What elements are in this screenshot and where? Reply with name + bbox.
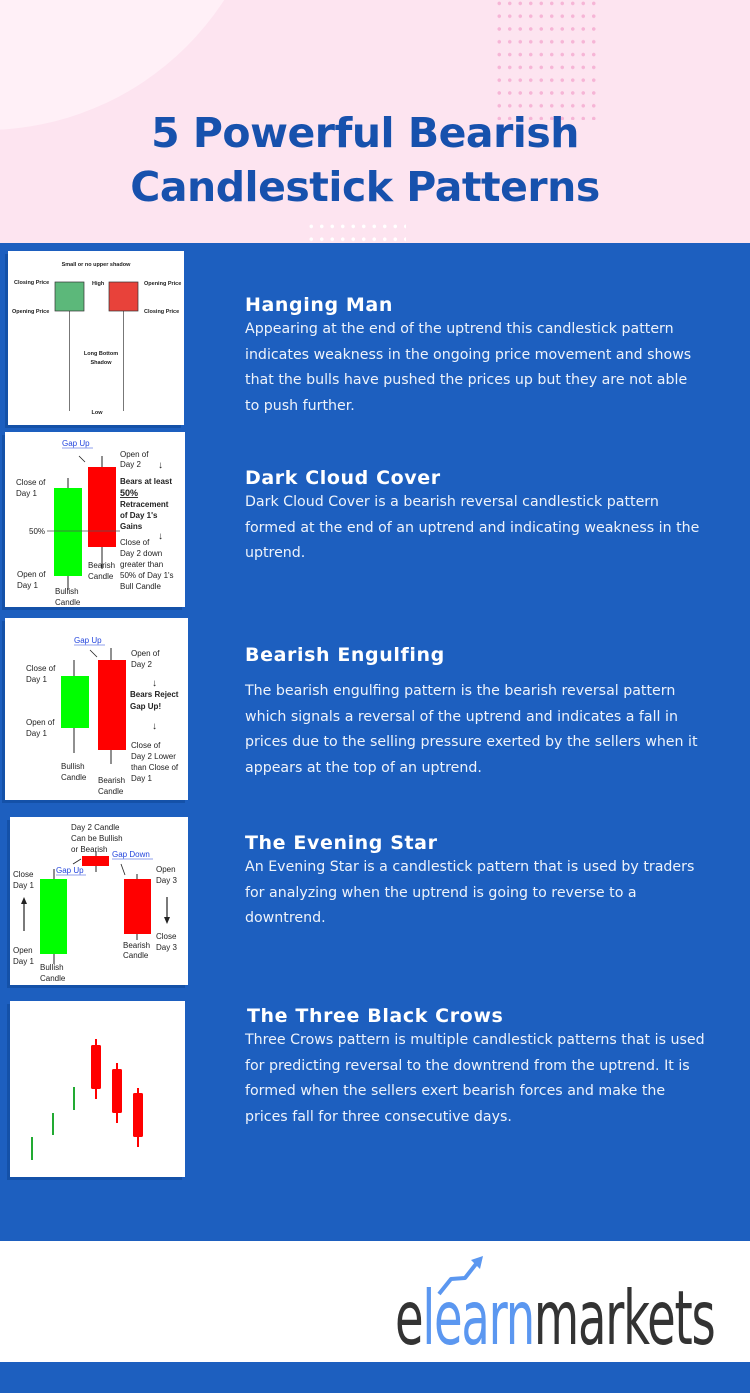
svg-text:↓: ↓ <box>158 460 163 471</box>
svg-text:Bullish: Bullish <box>61 762 85 771</box>
svg-text:Close: Close <box>13 870 34 879</box>
svg-text:Open of: Open of <box>17 570 46 579</box>
svg-text:Opening Price: Opening Price <box>144 281 181 287</box>
pattern-title: The Evening Star <box>245 832 438 854</box>
svg-text:Day 3: Day 3 <box>156 943 177 952</box>
svg-text:of Day 1's: of Day 1's <box>120 511 158 520</box>
svg-text:50%: 50% <box>29 527 45 536</box>
svg-text:50% of Day 1's: 50% of Day 1's <box>120 571 174 580</box>
svg-text:Open of: Open of <box>26 718 55 727</box>
svg-text:Day 3: Day 3 <box>156 876 177 885</box>
svg-text:Gap Up!: Gap Up! <box>130 702 161 711</box>
svg-text:elearnmarkets: elearnmarkets <box>395 1274 714 1350</box>
pattern-dark-cloud-cover: Dark Cloud Cover Dark Cloud Cover is a b… <box>245 466 705 567</box>
svg-text:Gains: Gains <box>120 522 143 531</box>
svg-text:Close of: Close of <box>120 538 150 547</box>
svg-text:Day 2: Day 2 <box>120 460 141 469</box>
svg-text:Close: Close <box>156 932 177 941</box>
elearnmarkets-logo[interactable]: elearnmarkets <box>395 1256 747 1362</box>
svg-text:High: High <box>92 281 105 287</box>
svg-text:Open: Open <box>156 865 176 874</box>
svg-text:Candle: Candle <box>55 598 81 607</box>
svg-text:Day 2 Candle: Day 2 Candle <box>71 823 120 832</box>
pattern-hanging-man: Hanging Man Appearing at the end of the … <box>245 293 705 419</box>
bearish-engulfing-diagram: Gap Up Open of Day 2 ↓ Close of Day 1 Be… <box>5 618 188 800</box>
svg-text:Open of: Open of <box>120 450 149 459</box>
title-line-1: 5 Powerful Bearish <box>151 109 579 157</box>
svg-text:↓: ↓ <box>152 678 157 689</box>
svg-text:Open: Open <box>13 946 33 955</box>
svg-text:Day 2 down: Day 2 down <box>120 549 162 558</box>
svg-text:Day 1: Day 1 <box>131 774 152 783</box>
svg-text:Closing Price: Closing Price <box>14 280 49 286</box>
svg-text:Candle: Candle <box>88 572 114 581</box>
svg-text:Day 1: Day 1 <box>13 957 34 966</box>
svg-text:Day 2: Day 2 <box>131 660 152 669</box>
svg-text:Close of: Close of <box>16 478 46 487</box>
pattern-title: Bearish Engulfing <box>245 644 445 666</box>
evening-star-diagram: Day 2 Candle Can be Bullish or Bearish G… <box>10 817 188 985</box>
three-black-crows-diagram <box>10 1001 185 1177</box>
svg-text:Bullish: Bullish <box>55 587 79 596</box>
decorative-dot-grid-white <box>306 220 406 242</box>
svg-text:Bears at least: Bears at least <box>120 477 172 486</box>
svg-text:Bull Candle: Bull Candle <box>120 582 161 591</box>
pattern-title: The Three Black Crows <box>247 1005 504 1027</box>
pattern-three-black-crows: The Three Black Crows Three Crows patter… <box>245 1004 707 1130</box>
svg-text:Candle: Candle <box>98 787 124 796</box>
footer-logo-band <box>0 1241 750 1362</box>
page-title: 5 Powerful Bearish Candlestick Patterns <box>0 106 730 214</box>
dark-cloud-cover-diagram: Gap Up Open of Day 2 ↓ Close of Day 1 Be… <box>5 432 185 607</box>
pattern-description: The bearish engulfing pattern is the bea… <box>245 683 698 776</box>
svg-text:Day 1: Day 1 <box>26 729 47 738</box>
header-banner: 5 Powerful Bearish Candlestick Patterns <box>0 0 750 243</box>
decorative-dot-grid <box>494 0 598 120</box>
svg-text:Gap Up: Gap Up <box>74 636 102 645</box>
title-line-2: Candlestick Patterns <box>130 163 600 211</box>
svg-text:Candle: Candle <box>40 974 66 983</box>
svg-text:Candle: Candle <box>123 951 149 960</box>
svg-text:Small or no upper shadow: Small or no upper shadow <box>62 262 131 268</box>
svg-text:Closing Price: Closing Price <box>144 309 179 315</box>
svg-text:Shadow: Shadow <box>90 360 112 366</box>
footer-bar <box>0 1362 750 1393</box>
svg-text:Gap Up: Gap Up <box>56 866 84 875</box>
svg-text:Gap Up: Gap Up <box>62 439 90 448</box>
trend-arrow-icon <box>437 1256 483 1296</box>
svg-text:↓: ↓ <box>158 531 163 542</box>
pattern-title: Hanging Man <box>245 294 393 316</box>
pattern-description: An Evening Star is a candlestick pattern… <box>245 859 695 926</box>
svg-text:Can be Bullish: Can be Bullish <box>71 834 123 843</box>
svg-text:50%: 50% <box>120 488 138 498</box>
svg-text:greater than: greater than <box>120 560 163 569</box>
svg-text:Bearish: Bearish <box>123 941 150 950</box>
svg-text:Candle: Candle <box>61 773 87 782</box>
svg-text:Day 1: Day 1 <box>16 489 37 498</box>
svg-text:Open of: Open of <box>131 649 160 658</box>
svg-text:Bearish: Bearish <box>98 776 125 785</box>
svg-text:Day 2 Lower: Day 2 Lower <box>131 752 176 761</box>
svg-text:Day 1: Day 1 <box>13 881 34 890</box>
hanging-man-diagram: Small or no upper shadow Closing Price O… <box>8 251 184 425</box>
svg-text:Gap Down: Gap Down <box>112 850 150 859</box>
pattern-description: Dark Cloud Cover is a bearish reversal c… <box>245 494 700 561</box>
pattern-evening-star: The Evening Star An Evening Star is a ca… <box>245 831 705 932</box>
svg-text:Bears Reject: Bears Reject <box>130 690 179 699</box>
svg-text:or Bearish: or Bearish <box>71 845 107 854</box>
svg-text:Long Bottom: Long Bottom <box>84 351 118 357</box>
svg-text:Close of: Close of <box>26 664 56 673</box>
svg-text:Day 1: Day 1 <box>17 581 38 590</box>
pattern-description: Three Crows pattern is multiple candlest… <box>245 1032 705 1125</box>
svg-text:↓: ↓ <box>152 721 157 732</box>
svg-text:Day 1: Day 1 <box>26 675 47 684</box>
svg-text:Bullish: Bullish <box>40 963 64 972</box>
pattern-bearish-engulfing: Bearish Engulfing The bearish engulfing … <box>245 643 705 781</box>
svg-text:Close of: Close of <box>131 741 161 750</box>
svg-text:than Close of: than Close of <box>131 763 179 772</box>
pattern-title: Dark Cloud Cover <box>245 467 441 489</box>
pattern-description: Appearing at the end of the uptrend this… <box>245 321 692 414</box>
svg-text:Retracement: Retracement <box>120 500 169 509</box>
svg-text:Opening Price: Opening Price <box>12 309 49 315</box>
svg-text:Low: Low <box>92 410 104 416</box>
